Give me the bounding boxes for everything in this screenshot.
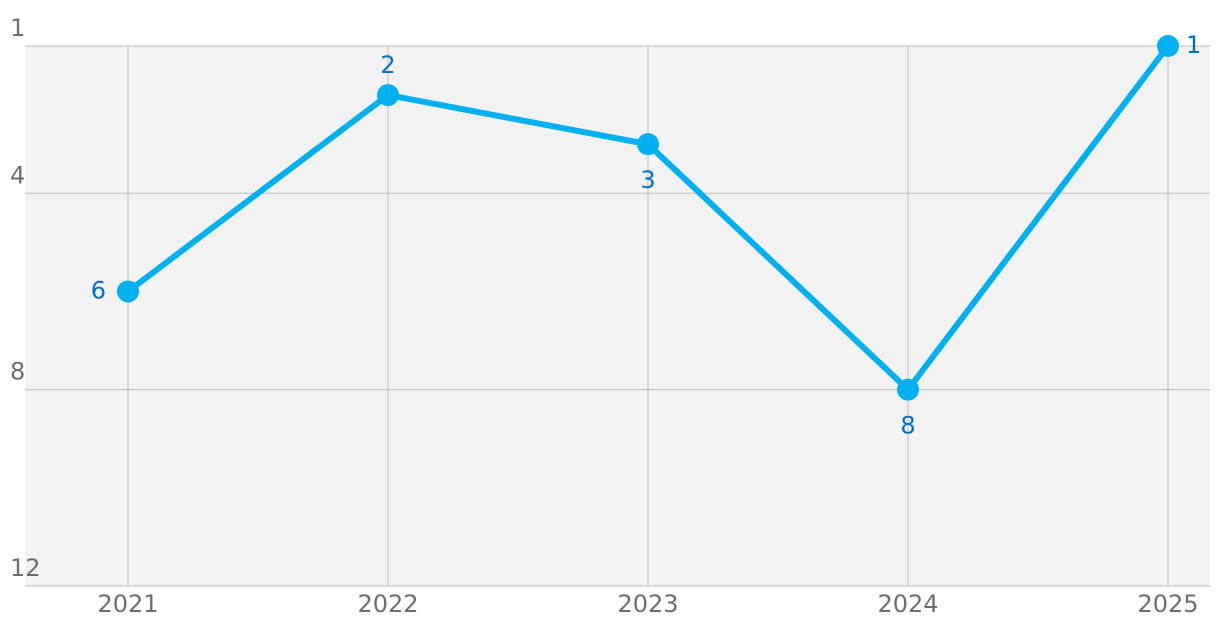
point bbox=[117, 280, 139, 303]
data-label: 3 bbox=[640, 166, 655, 194]
data-label: 8 bbox=[900, 412, 915, 440]
data-label: 1 bbox=[1186, 31, 1201, 59]
x-tick-label: 2022 bbox=[357, 590, 418, 618]
x-tick-label: 2024 bbox=[877, 590, 938, 618]
data-label: 6 bbox=[91, 276, 106, 304]
y-tick-label: 1 bbox=[10, 14, 25, 42]
x-tick-label: 2023 bbox=[617, 590, 678, 618]
x-tick-label: 2021 bbox=[97, 590, 158, 618]
plot-area bbox=[25, 46, 1210, 586]
data-label: 2 bbox=[380, 51, 395, 79]
point bbox=[637, 133, 659, 156]
y-tick-label: 4 bbox=[10, 161, 25, 189]
y-tick-label: 12 bbox=[10, 554, 41, 582]
point bbox=[897, 378, 919, 401]
y-tick-label: 8 bbox=[10, 358, 25, 386]
point bbox=[377, 84, 399, 107]
x-tick-label: 2025 bbox=[1137, 590, 1198, 618]
point bbox=[1157, 35, 1179, 57]
